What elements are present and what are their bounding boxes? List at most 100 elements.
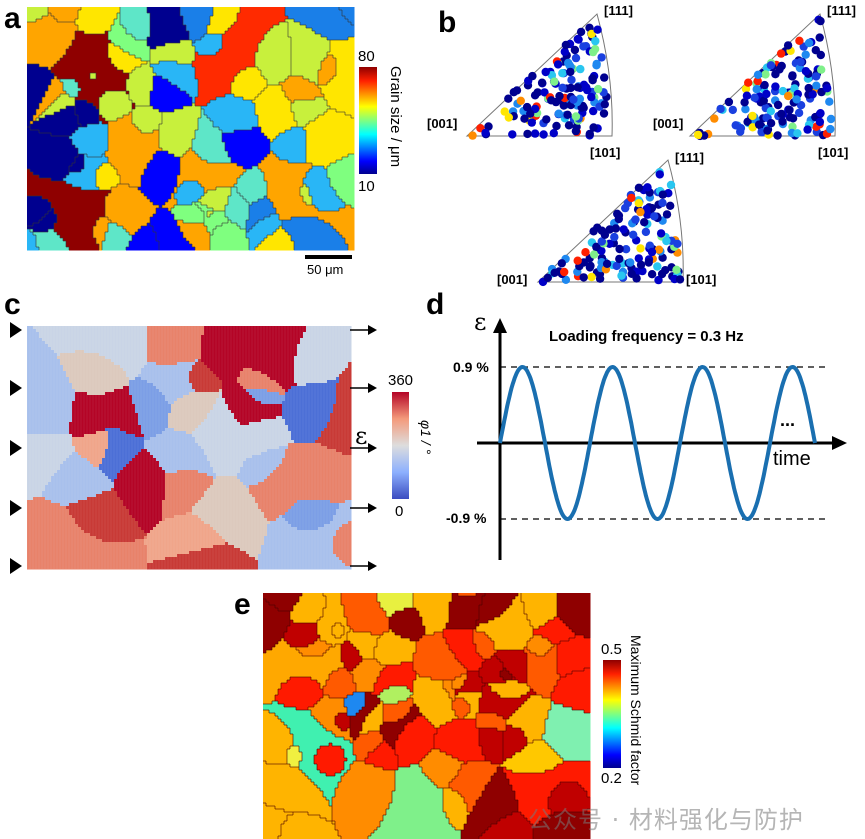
orientation-point	[516, 96, 525, 106]
panel-a-colorbar-title: Grain size / μm	[387, 66, 404, 168]
orientation-point	[550, 77, 559, 86]
orientation-point	[748, 123, 757, 132]
orientation-point	[742, 91, 752, 100]
orientation-point	[666, 201, 675, 210]
orientation-point	[662, 210, 672, 219]
ipf3-label-111: [111]	[675, 150, 704, 165]
panel-a-label: a	[4, 2, 21, 35]
left-fixed-arrow	[10, 558, 22, 574]
orientation-point	[563, 110, 572, 120]
orientation-point	[785, 105, 794, 115]
orientation-point	[801, 67, 811, 76]
orientation-point	[741, 84, 751, 94]
orientation-point	[641, 227, 651, 237]
orientation-point	[803, 125, 812, 134]
left-fixed-arrow	[10, 380, 22, 396]
orientation-point	[754, 120, 764, 129]
panel-c-orientation-map	[26, 326, 352, 570]
orientation-point	[753, 76, 762, 86]
orientation-point	[588, 76, 597, 85]
orientation-point	[640, 218, 649, 227]
orientation-point	[526, 109, 535, 118]
orientation-point	[748, 111, 757, 121]
orientation-point	[509, 88, 518, 97]
grain-cells	[263, 593, 591, 839]
orientation-point	[752, 85, 761, 94]
ipf-triangle-2	[688, 13, 836, 141]
orientation-point	[796, 57, 805, 67]
panel-e-colorbar-title: Maximum Schmid factor	[628, 635, 644, 786]
orientation-point	[766, 61, 776, 70]
orientation-point	[573, 256, 582, 265]
panel-d-loading-chart	[477, 318, 847, 560]
orientation-point	[631, 215, 640, 224]
orientation-point	[500, 107, 509, 116]
right-load-arrow-head	[368, 325, 377, 335]
orientation-point	[600, 100, 609, 109]
panel-e-colorbar	[603, 660, 621, 768]
orientation-point	[647, 270, 657, 279]
grain-cells	[27, 326, 352, 570]
y-axis-label: ε	[474, 308, 487, 336]
panel-b-label: b	[438, 6, 457, 39]
orientation-point	[629, 230, 638, 239]
orientation-point	[740, 98, 749, 107]
orientation-point	[573, 83, 582, 92]
orientation-point	[577, 103, 586, 112]
panel-a-grain-map	[27, 7, 355, 251]
orientation-point	[724, 97, 734, 107]
orientation-point	[615, 254, 624, 264]
orientation-point	[816, 50, 825, 60]
panel-e-schmid-map	[263, 593, 591, 839]
orientation-point	[504, 94, 513, 103]
orientation-point	[481, 128, 490, 138]
orientation-point	[528, 71, 537, 81]
orientation-point	[484, 122, 493, 131]
right-load-arrow-head	[368, 383, 377, 393]
orientation-point	[589, 123, 598, 132]
orientation-point	[658, 253, 667, 262]
orientation-point	[539, 130, 548, 139]
panel-a-colorbar	[359, 67, 377, 174]
orientation-point	[762, 89, 771, 99]
orientation-point	[657, 269, 667, 279]
orientation-point	[574, 35, 583, 44]
right-load-arrow-head	[368, 503, 377, 513]
orientation-point	[638, 266, 647, 276]
panel-c-colorbar-max: 360	[388, 372, 414, 389]
orientation-point	[610, 232, 619, 242]
orientation-point	[816, 16, 825, 26]
y-tick-top: 0.9 %	[453, 359, 489, 375]
orientation-point	[750, 93, 759, 102]
x-axis-label: time	[773, 448, 811, 470]
orientation-point	[804, 38, 814, 48]
orientation-point	[778, 117, 787, 126]
orientation-point	[587, 272, 596, 282]
orientation-point	[576, 27, 586, 37]
orientation-point	[766, 107, 775, 116]
scale-bar-label: 50 μm	[307, 262, 344, 277]
orientation-point	[537, 78, 547, 87]
orientation-point	[566, 67, 575, 77]
ipf3-label-101: [101]	[686, 272, 717, 287]
orientation-point	[784, 91, 793, 101]
orientation-point	[710, 114, 719, 123]
orientation-point	[815, 33, 824, 42]
orientation-point	[558, 69, 567, 78]
orientation-point	[597, 237, 606, 246]
orientation-point	[602, 259, 612, 268]
orientation-point	[760, 80, 769, 90]
orientation-point	[612, 261, 621, 271]
orientation-point	[600, 73, 609, 82]
orientation-point	[776, 49, 786, 58]
orientation-point	[522, 102, 532, 112]
panel-a-colorbar-min: 10	[358, 178, 375, 195]
orientation-point	[644, 258, 653, 267]
orientation-point	[570, 45, 580, 55]
orientation-point	[825, 97, 834, 106]
ipf1-label-111: [111]	[604, 3, 633, 18]
orientation-point	[816, 109, 825, 118]
orientation-point	[793, 129, 802, 138]
orientation-point	[597, 53, 606, 62]
orientation-point	[520, 114, 529, 123]
